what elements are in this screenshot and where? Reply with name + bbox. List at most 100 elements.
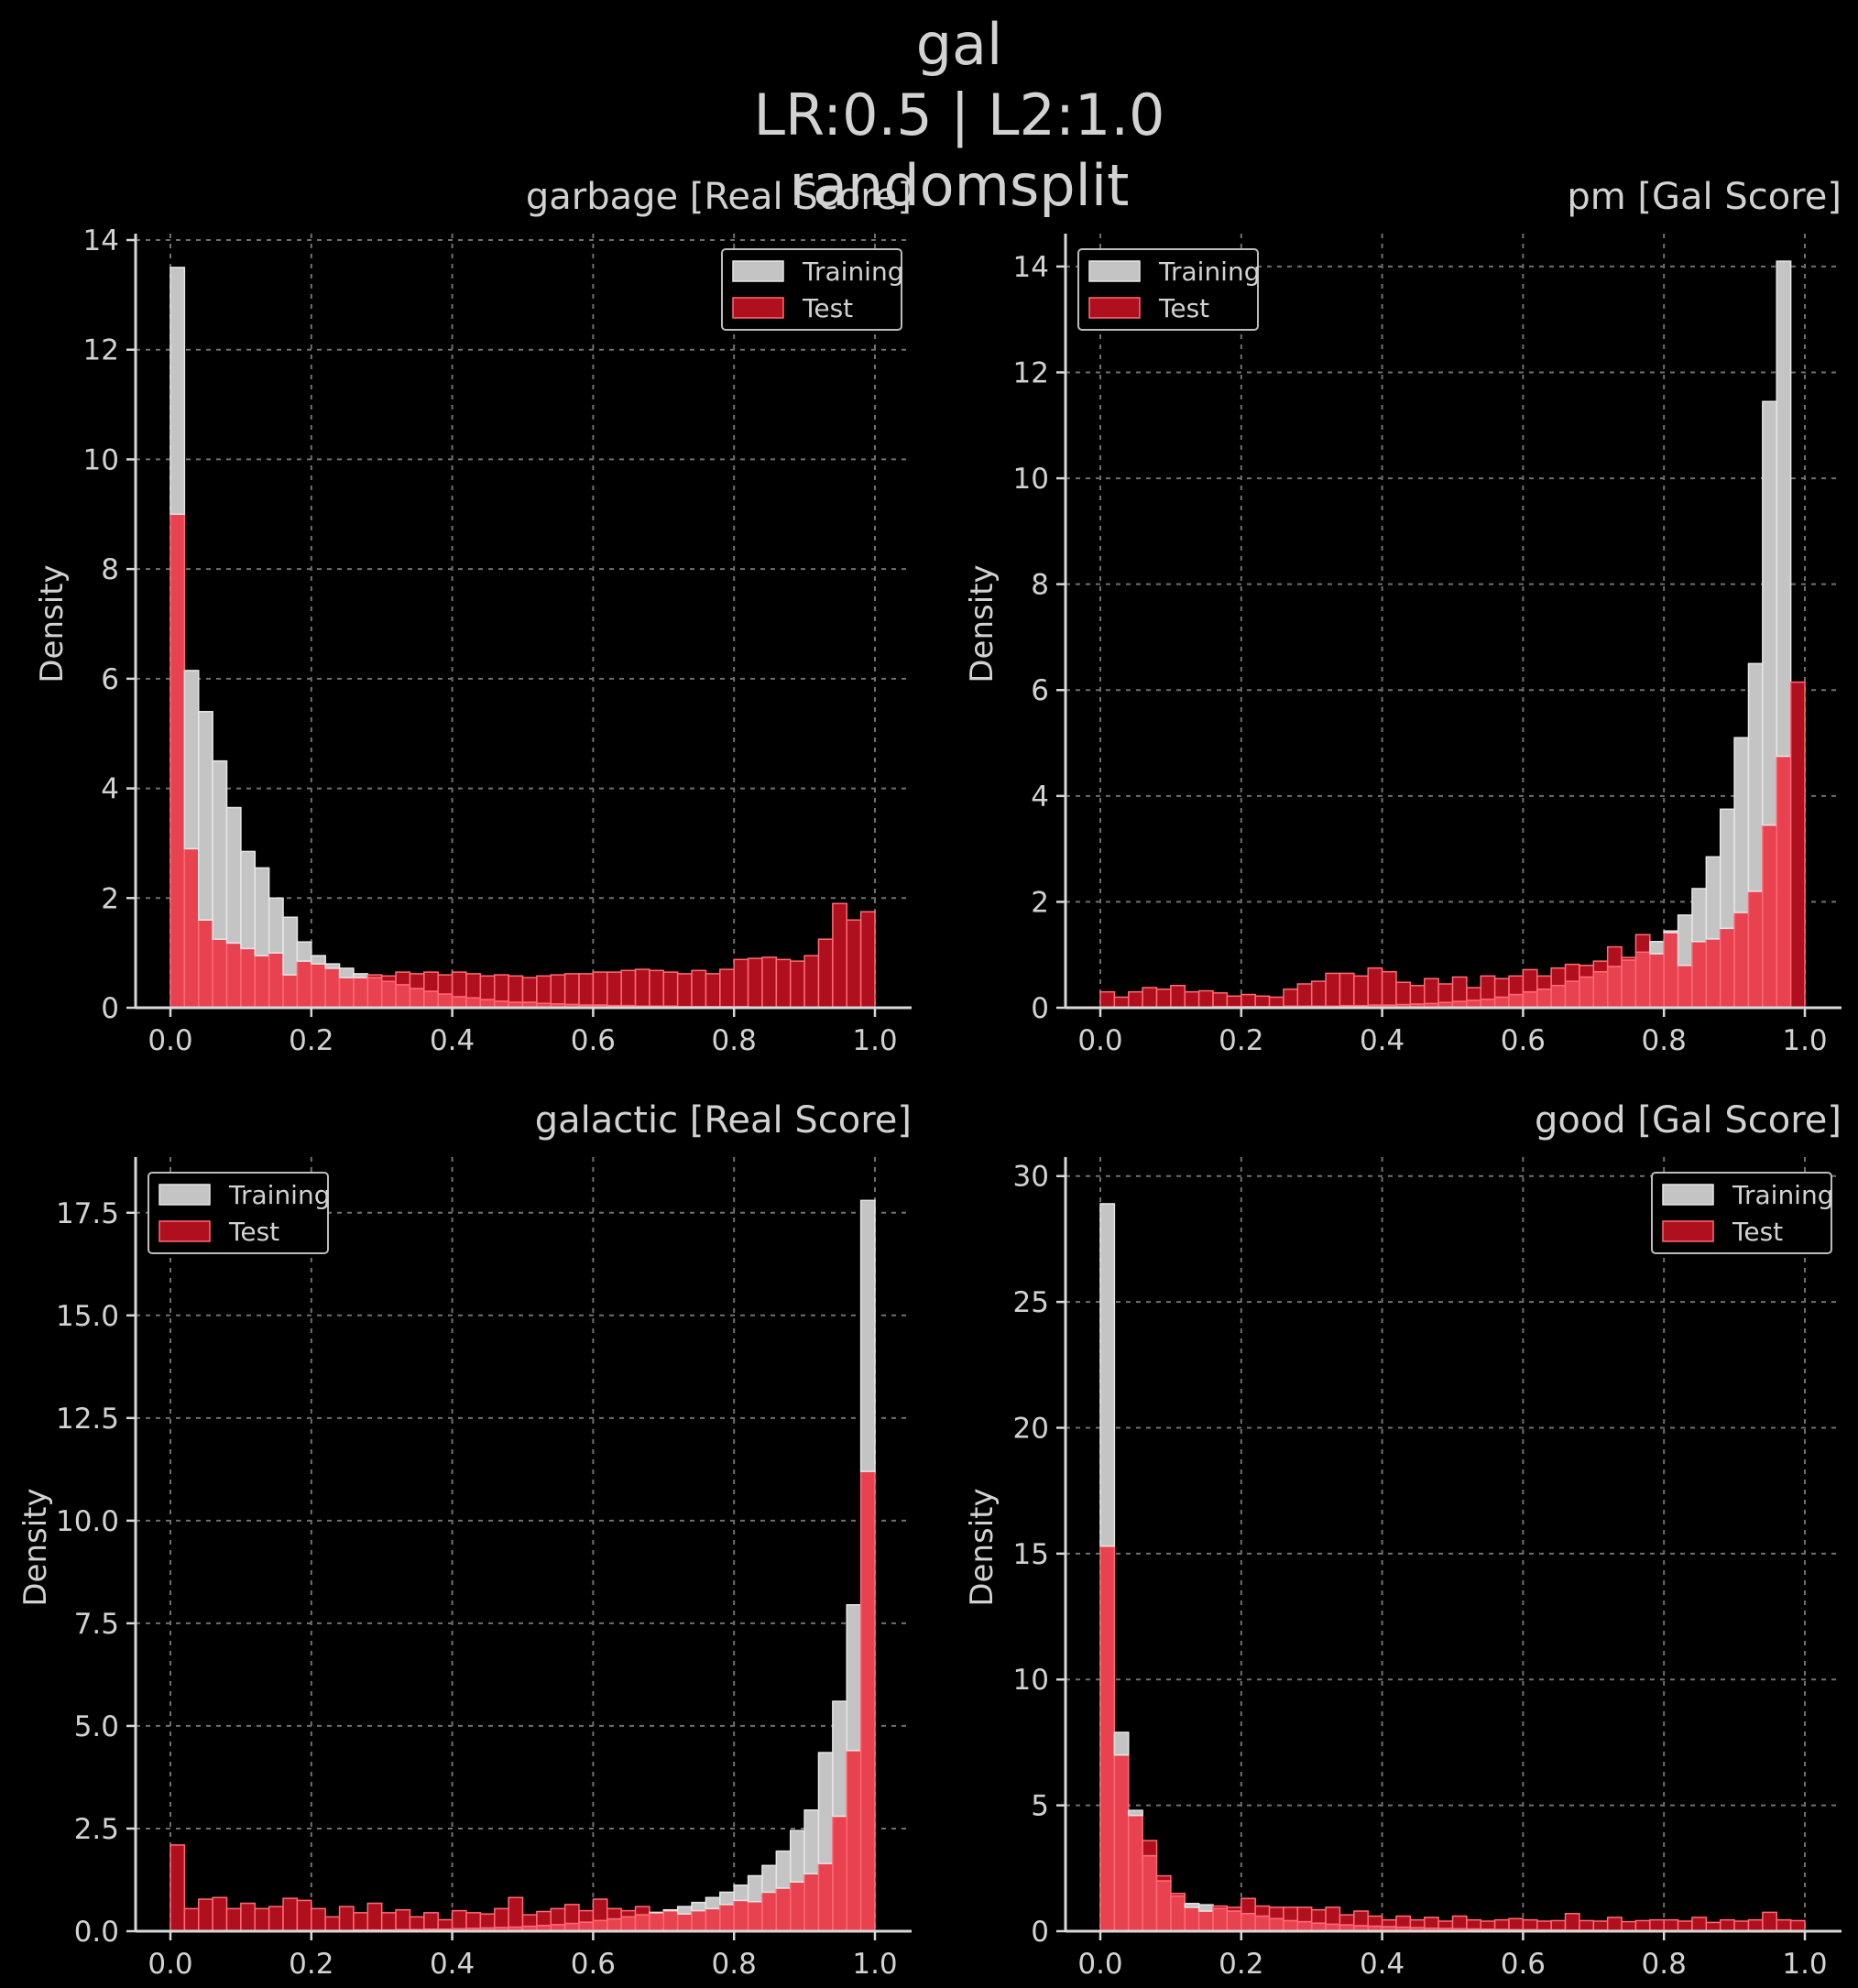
test-bar <box>1113 996 1130 1009</box>
test-bar <box>747 957 763 1009</box>
test-bar <box>1437 983 1454 1003</box>
legend-training-label: Training <box>802 257 903 287</box>
test-bar <box>1733 1920 1750 1932</box>
overlap-bar <box>1663 932 1679 1009</box>
test-bar <box>521 977 538 1003</box>
test-bar <box>1197 989 1214 1009</box>
training-bar <box>747 1874 763 1903</box>
test-bar <box>1325 972 1341 1008</box>
overlap-bar <box>691 1909 707 1932</box>
training-bar <box>817 1752 834 1864</box>
training-bar <box>311 955 326 965</box>
test-bar <box>169 1844 186 1932</box>
test-bar <box>550 974 566 1005</box>
x-tick-label: 0.6 <box>571 1024 616 1057</box>
training-bar <box>324 963 341 969</box>
y-tick-label: 2 <box>101 882 119 915</box>
x-tick-label: 0.4 <box>430 1024 475 1057</box>
test-bar <box>479 975 496 1000</box>
legend-test-label: Test <box>802 293 853 323</box>
test-bar <box>634 968 650 1007</box>
overlap-bar <box>268 952 284 1009</box>
test-bar <box>578 973 595 1006</box>
test-bar <box>1493 1918 1510 1930</box>
training-bar <box>1113 1731 1130 1756</box>
test-bar <box>1621 1920 1637 1931</box>
panel-title: galactic [Real Score] <box>535 1099 912 1141</box>
test-bar <box>1451 1915 1468 1930</box>
y-tick-label: 6 <box>101 663 119 696</box>
test-bar <box>1296 1906 1313 1923</box>
overlap-bar <box>1113 1753 1130 1932</box>
test-bar <box>240 1902 257 1932</box>
overlap-bar <box>1691 941 1708 1009</box>
training-bar <box>212 759 228 940</box>
test-bar <box>691 969 707 1008</box>
test-bar <box>437 1918 454 1930</box>
overlap-bar <box>1142 1854 1158 1932</box>
test-bar <box>1466 1918 1482 1930</box>
test-bar <box>1508 975 1525 996</box>
test-bar <box>1480 975 1496 1000</box>
histogram-panel-garbage: 0.0 0.2 0.4 0.6 0.8 1.0 0 2 4 6 8 10 12 14 Density garb… <box>34 176 912 1057</box>
overlap-bar <box>1296 1920 1313 1932</box>
test-bar <box>1776 1918 1792 1932</box>
overlap-bar <box>1705 938 1721 1009</box>
y-tick-label: 0 <box>101 992 119 1025</box>
test-bar <box>1480 1920 1496 1930</box>
overlap-bar <box>282 974 299 1009</box>
test-bar <box>1677 1920 1693 1932</box>
training-bar <box>1197 1904 1214 1912</box>
training-bar <box>662 1908 679 1912</box>
test-bar <box>366 974 383 978</box>
overlap-bar <box>409 988 425 1009</box>
overlap-bar <box>1564 980 1580 1009</box>
legend-test-label: Test <box>228 1217 279 1247</box>
figure-title-line-2: LR:0.5 | L2:1.0 <box>754 82 1165 149</box>
training-bar <box>1184 1903 1200 1908</box>
test-bar <box>1409 1918 1426 1928</box>
x-tick-label: 0.2 <box>1219 1024 1263 1057</box>
y-tick-label: 10 <box>83 443 119 476</box>
test-bar <box>1592 1920 1609 1931</box>
test-bar <box>1226 1906 1242 1912</box>
test-bar <box>1522 968 1538 993</box>
test-bar <box>1099 990 1116 1009</box>
training-bar <box>789 1830 805 1883</box>
overlap-bar <box>1762 824 1777 1009</box>
x-tick-label: 0.0 <box>1077 1024 1122 1057</box>
test-bar <box>1649 1918 1665 1931</box>
test-bar <box>1508 1917 1525 1931</box>
x-tick-label: 0.0 <box>148 1024 192 1057</box>
test-bar <box>1240 1897 1256 1915</box>
training-bar <box>240 850 257 950</box>
y-tick-label: 4 <box>1031 781 1049 814</box>
test-bar <box>493 974 509 1002</box>
test-bar <box>225 1907 242 1932</box>
training-bar <box>338 967 355 978</box>
test-bar <box>1423 1917 1439 1929</box>
test-bar <box>1128 990 1143 1009</box>
training-bar <box>169 267 186 516</box>
overlap-bar <box>451 996 467 1009</box>
x-tick-label: 0.4 <box>1360 1948 1404 1981</box>
overlap-bar <box>1536 989 1552 1009</box>
test-bar <box>1155 989 1172 1009</box>
overlap-bar <box>817 1862 834 1932</box>
legend: Training Test <box>148 1172 330 1254</box>
overlap-bar <box>1606 966 1623 1009</box>
test-bar <box>1240 993 1256 1008</box>
test-bar <box>1367 1915 1383 1928</box>
overlap-bar <box>607 1917 622 1932</box>
overlap-bar <box>395 984 411 1009</box>
test-bar <box>578 1909 595 1923</box>
legend-test-swatch <box>158 1220 211 1242</box>
test-bar <box>1395 981 1412 1006</box>
test-bar <box>409 1916 425 1930</box>
overlap-bar <box>1254 1915 1271 1932</box>
test-bar <box>733 958 749 1008</box>
test-bar <box>859 911 876 1009</box>
test-bar <box>1719 1918 1735 1932</box>
x-tick-label: 0.8 <box>712 1948 757 1981</box>
